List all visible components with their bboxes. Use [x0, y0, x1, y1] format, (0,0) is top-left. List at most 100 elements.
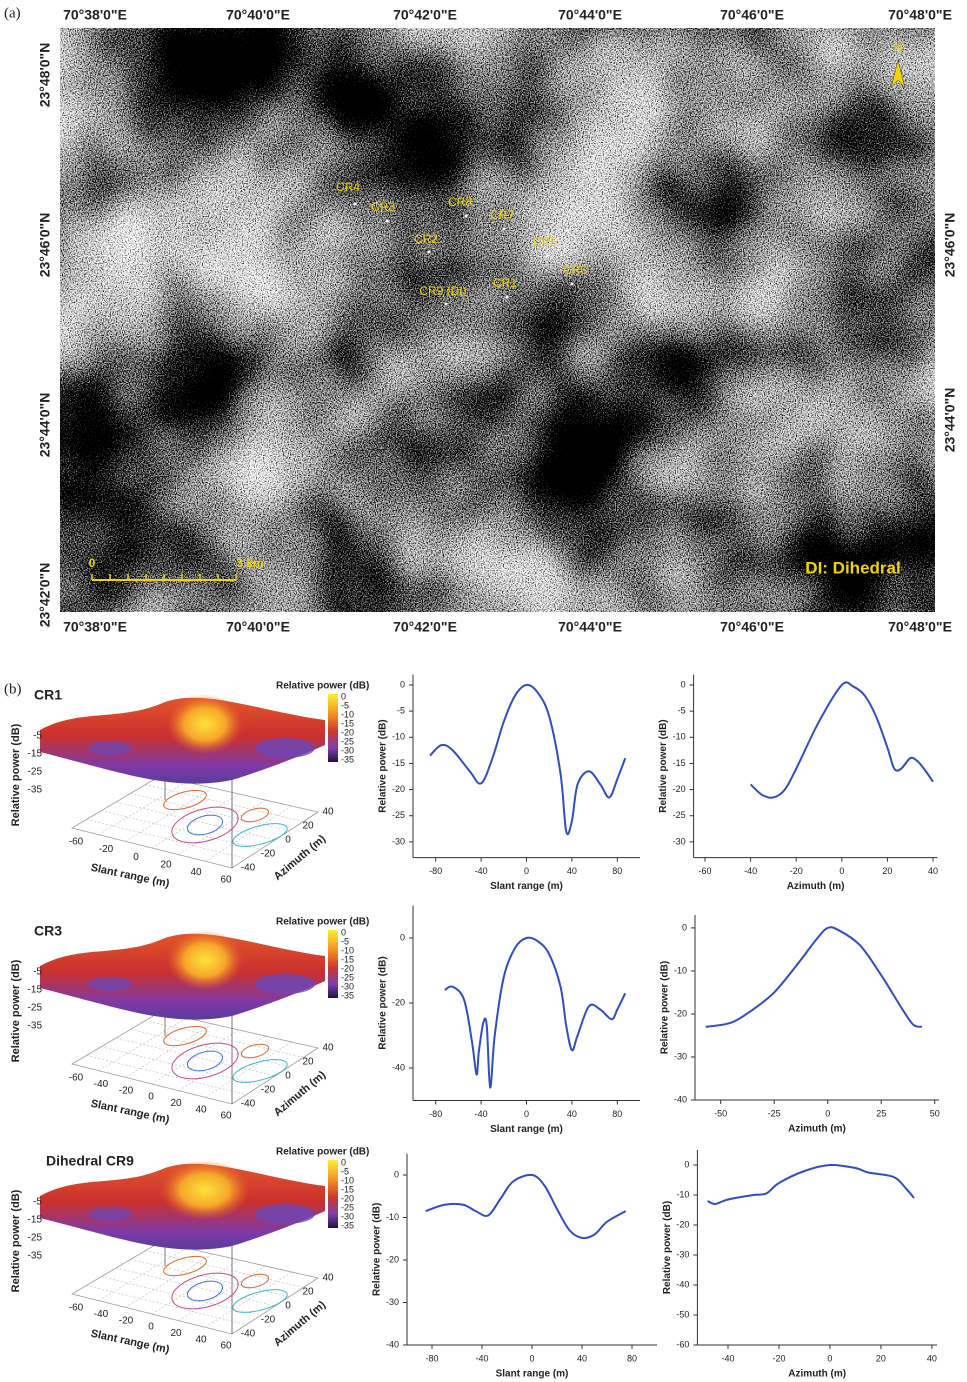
x-tick-label: 0 — [825, 1108, 830, 1118]
lat-label: 23°46'0"N — [942, 213, 958, 278]
y-tick: 20 — [302, 1287, 314, 1298]
y-tick-label: -60 — [676, 1339, 689, 1349]
y-tick-label: -20 — [392, 997, 405, 1007]
target-label: CR6 — [563, 263, 587, 277]
x-tick-label: 0 — [839, 866, 844, 876]
lon-label: 70°38'0"E — [63, 619, 127, 635]
z-tick: -5 — [33, 1197, 42, 1208]
lon-label: 70°44'0"E — [558, 7, 622, 23]
x-axis-title: Azimuth (m) — [787, 881, 845, 892]
y-tick-label: -40 — [386, 1339, 399, 1349]
x-label: Slant range (m) — [90, 1328, 171, 1356]
surface-title: CR1 — [34, 687, 62, 703]
y-tick-label: -20 — [676, 1219, 689, 1229]
x-tick-label: -40 — [744, 866, 757, 876]
figure: (a)70°38'0"E70°38'0"E70°40'0"E70°40'0"E7… — [0, 0, 967, 1382]
y-tick-label: -40 — [676, 1279, 689, 1289]
target-point — [571, 283, 574, 286]
lon-label: 70°40'0"E — [226, 619, 290, 635]
z-tick: -15 — [28, 985, 43, 996]
x-tick: -20 — [119, 1085, 134, 1096]
sar-image — [60, 28, 935, 612]
x-tick-label: 0 — [827, 1353, 832, 1363]
panel-label: (a) — [4, 5, 21, 21]
surface-peak — [160, 1160, 250, 1220]
x-tick-label: 20 — [876, 1353, 886, 1363]
scale-end: 3 km — [236, 556, 263, 570]
y-tick-label: -15 — [673, 758, 686, 768]
target-point — [354, 203, 357, 206]
contour — [240, 1042, 270, 1061]
y-axis-title: Relative power (dB) — [378, 956, 389, 1049]
target-point — [465, 215, 468, 218]
y-tick: 0 — [285, 835, 291, 846]
y-tick-label: 0 — [684, 1159, 689, 1169]
y-tick-label: -10 — [674, 965, 687, 975]
y-tick-label: 0 — [682, 922, 687, 932]
y-tick-label: -20 — [674, 1008, 687, 1018]
x-tick: 40 — [195, 1104, 207, 1115]
z-tick: -15 — [28, 749, 43, 760]
surface-patch — [88, 977, 132, 991]
target-point — [546, 255, 549, 258]
y-label: Azimuth (m) — [272, 1299, 329, 1349]
lon-label: 70°42'0"E — [393, 7, 457, 23]
y-tick-label: 0 — [394, 1169, 399, 1179]
y-label: Azimuth (m) — [272, 833, 329, 883]
y-tick-label: -20 — [386, 1254, 399, 1264]
target-label: CR5 — [533, 235, 557, 249]
target-point — [506, 296, 509, 299]
surface-floor — [72, 1242, 318, 1334]
scale-start: 0 — [89, 556, 96, 570]
surface-peak — [167, 694, 243, 754]
y-tick-label: 0 — [400, 932, 405, 942]
x-axis-title: Azimuth (m) — [788, 1369, 846, 1380]
y-axis-title: Relative power (dB) — [378, 719, 389, 812]
z-tick: -5 — [33, 731, 42, 742]
x-tick-label: -40 — [475, 866, 488, 876]
target-point — [445, 303, 448, 306]
colorbar-tick: -35 — [341, 990, 354, 1000]
x-tick: 0 — [148, 1322, 154, 1333]
x-tick: 0 — [133, 852, 139, 863]
x-tick: -60 — [69, 1073, 84, 1084]
z-tick: -35 — [28, 1251, 43, 1262]
x-tick-label: -80 — [429, 866, 442, 876]
z-label: Relative power (dB) — [10, 959, 22, 1062]
y-tick: 0 — [285, 1071, 291, 1082]
target-label: CR1 — [493, 276, 517, 290]
data-line — [445, 938, 625, 1088]
y-tick-label: -30 — [392, 836, 405, 846]
target-point — [503, 228, 506, 231]
z-tick: -25 — [28, 767, 43, 778]
y-tick-label: -10 — [676, 1189, 689, 1199]
z-tick: -25 — [28, 1233, 43, 1244]
panel-label: (b) — [4, 681, 22, 697]
surface-patch — [88, 741, 132, 755]
x-tick-label: 80 — [612, 866, 622, 876]
colorbar-label: Relative power (dB) — [276, 917, 369, 928]
y-axis-title: Relative power (dB) — [662, 1201, 673, 1294]
y-tick-label: -10 — [386, 1212, 399, 1222]
z-label: Relative power (dB) — [10, 723, 22, 826]
z-label: Relative power (dB) — [10, 1189, 22, 1292]
y-tick: 40 — [322, 807, 334, 818]
y-tick-label: -5 — [397, 705, 405, 715]
x-tick: -20 — [119, 1315, 134, 1326]
x-tick: 40 — [195, 1334, 207, 1345]
x-axis-title: Slant range (m) — [490, 1124, 563, 1135]
x-tick: 20 — [170, 1328, 182, 1339]
colorbar — [328, 694, 338, 762]
y-tick: -40 — [241, 1329, 256, 1340]
surface-floor — [72, 1012, 318, 1104]
y-tick-label: -15 — [392, 758, 405, 768]
data-line — [751, 682, 933, 797]
floor-grid — [101, 1047, 260, 1086]
target-label: CR2 — [414, 232, 438, 246]
x-tick: 60 — [220, 1111, 232, 1122]
x-tick: 20 — [160, 859, 172, 870]
x-tick: -60 — [69, 1303, 84, 1314]
x-label: Slant range (m) — [90, 1098, 171, 1126]
x-tick-label: 40 — [567, 1109, 577, 1119]
target-label: CR8 — [448, 195, 472, 209]
